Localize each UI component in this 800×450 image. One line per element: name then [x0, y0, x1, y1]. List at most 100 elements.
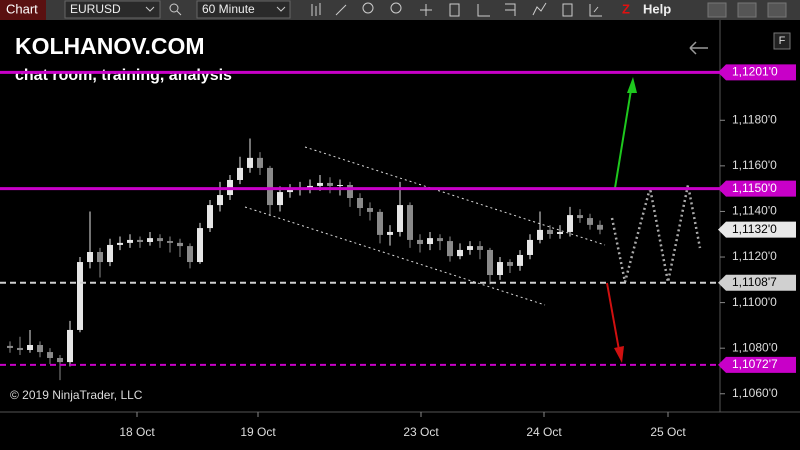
candle-body: [137, 239, 143, 242]
candle-body: [407, 205, 413, 240]
search-icon-handle: [176, 10, 182, 16]
candle-body: [597, 224, 603, 230]
level-label: 1,1201'0: [732, 65, 778, 79]
level-label-box: [718, 180, 796, 197]
down-arrowhead: [614, 346, 624, 363]
candle-body: [337, 185, 343, 187]
candle-body: [537, 229, 543, 240]
interval[interactable]: 60 Minute: [202, 2, 255, 16]
level-label: 1,1150'0: [732, 181, 777, 195]
y-tick-label: 1,1160'0: [732, 158, 777, 172]
level-label-box: [718, 356, 796, 373]
candle-body: [127, 239, 133, 243]
candle-body: [167, 241, 173, 243]
candle-body: [527, 239, 533, 255]
dropdown-arrow: [145, 6, 155, 12]
level-label: 1,1108'7: [732, 275, 777, 289]
candle-body: [217, 195, 223, 206]
candle-body: [427, 238, 433, 245]
candle-body: [187, 246, 193, 263]
level-label-box: [718, 274, 796, 291]
x-tick-label: 18 Oct: [119, 425, 155, 439]
candle-body: [327, 182, 333, 186]
candle-body: [197, 228, 203, 263]
candle-body: [7, 345, 13, 348]
candle-body: [377, 211, 383, 235]
back-arrow[interactable]: [689, 41, 708, 55]
down-arrow: [606, 282, 620, 351]
candle-body: [177, 242, 183, 247]
candle-body: [117, 242, 123, 245]
candle-body: [457, 249, 463, 257]
x-tick-label: 19 Oct: [240, 425, 276, 439]
z-button[interactable]: Z: [622, 1, 630, 16]
up-arrowhead: [627, 77, 637, 93]
instrument-box[interactable]: [64, 0, 161, 19]
candle-body: [57, 357, 63, 363]
last-price-box: [718, 221, 796, 238]
chart-title: KOLHANOV.COM: [15, 33, 205, 59]
interval-box[interactable]: [196, 0, 291, 19]
candle-body: [267, 167, 273, 206]
y-tick-label: 1,1100'0: [732, 295, 777, 309]
candle-body: [47, 352, 53, 358]
candle-body: [397, 205, 403, 232]
dropdown-arrow: [276, 6, 286, 12]
candle-body: [467, 246, 473, 250]
y-tick-label: 1,1120'0: [732, 249, 777, 263]
candle-body: [357, 197, 363, 209]
candle-body: [157, 238, 163, 242]
candle-body: [477, 246, 483, 250]
help-button[interactable]: Help: [643, 1, 671, 16]
candle-body: [97, 252, 103, 263]
y-tick-label: 1,1140'0: [732, 204, 777, 218]
candle-body: [27, 344, 33, 351]
x-tick-label: 24 Oct: [526, 425, 562, 439]
candle-body: [237, 167, 243, 180]
candle-body: [37, 344, 43, 353]
candle-body: [287, 190, 293, 193]
candle-body: [147, 238, 153, 242]
candle-body: [447, 241, 453, 257]
x-tick-label: 25 Oct: [650, 425, 686, 439]
tab[interactable]: [0, 0, 46, 20]
last-price-label: 1,1132'0: [732, 222, 777, 236]
level-label: 1,1072'7: [732, 357, 778, 371]
level-label-box: [718, 64, 796, 81]
candle-body: [417, 239, 423, 245]
toolbar-icons[interactable]: [311, 2, 602, 17]
candle-body: [437, 238, 443, 242]
candle-body: [517, 254, 523, 266]
y-tick-label: 1,1060'0: [732, 386, 778, 400]
panel-button[interactable]: [773, 32, 791, 50]
candle-body: [547, 229, 553, 235]
candle-body: [557, 231, 563, 235]
up-arrow: [614, 89, 632, 189]
tab-label[interactable]: Chart: [6, 1, 38, 16]
candle-body: [577, 215, 583, 219]
candle-body: [307, 185, 313, 188]
candle-body: [87, 252, 93, 263]
candle-body: [497, 262, 503, 276]
minimize-button[interactable]: [707, 2, 727, 18]
candle-body: [567, 215, 573, 232]
candle-body: [277, 192, 283, 206]
candle-body: [487, 249, 493, 276]
y-tick-label: 1,1180'0: [732, 112, 777, 126]
instrument[interactable]: EURUSD: [70, 2, 121, 16]
close-button[interactable]: [767, 2, 787, 18]
candle-body: [507, 262, 513, 266]
candle-body: [587, 218, 593, 225]
search-icon[interactable]: [169, 3, 179, 13]
candle-body: [67, 329, 73, 363]
maximize-button[interactable]: [737, 2, 757, 18]
candle-body: [257, 157, 263, 168]
projection-path: [610, 184, 702, 283]
candle-body: [17, 347, 23, 351]
copyright: © 2019 NinjaTrader, LLC: [10, 388, 143, 402]
candle-body: [347, 185, 353, 198]
panel-button-label[interactable]: F: [779, 35, 786, 47]
y-tick-label: 1,1080'0: [732, 340, 778, 354]
